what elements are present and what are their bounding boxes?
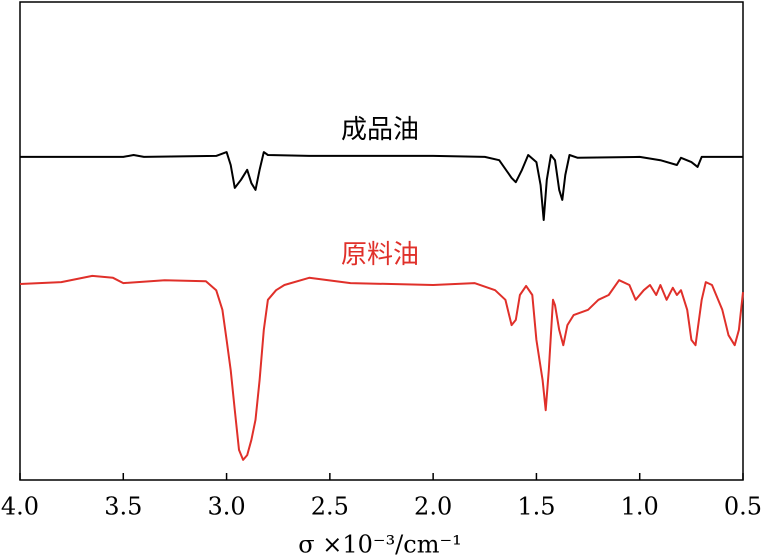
x-tick-label: 4.0 [1,493,39,521]
x-tick-label: 3.0 [207,493,245,521]
spectrum-line [20,151,743,221]
x-tick-label: 1.5 [517,493,555,521]
x-tick-label: 2.5 [311,493,349,521]
spectrum-line [19,274,744,461]
x-axis-label: σ ×10⁻³/cm⁻¹ [298,531,462,559]
series-label: 原料油 [341,240,419,270]
series-label: 成品油 [341,115,419,145]
x-tick-label: 3.5 [104,493,142,521]
x-tick-label: 1.0 [621,493,659,521]
x-tick-label: 0.5 [724,493,762,521]
x-tick-label: 2.0 [414,493,452,521]
plot-frame [19,1,744,481]
